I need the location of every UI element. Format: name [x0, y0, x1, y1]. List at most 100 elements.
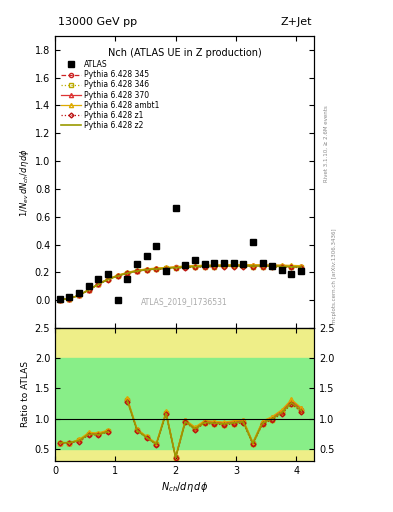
ATLAS — [222, 260, 226, 266]
Legend: ATLAS, Pythia 6.428 345, Pythia 6.428 346, Pythia 6.428 370, Pythia 6.428 ambt1,: ATLAS, Pythia 6.428 345, Pythia 6.428 34… — [61, 60, 159, 130]
Pythia 6.428 ambt1 — [173, 264, 178, 270]
Pythia 6.428 z1 — [260, 264, 265, 270]
Pythia 6.428 345 — [183, 264, 188, 270]
Text: ATLAS_2019_I1736531: ATLAS_2019_I1736531 — [141, 297, 228, 306]
Pythia 6.428 345 — [270, 263, 275, 269]
Pythia 6.428 z1 — [173, 265, 178, 271]
Pythia 6.428 z1 — [289, 264, 294, 270]
Pythia 6.428 z2 — [222, 263, 226, 269]
Pythia 6.428 345 — [299, 264, 303, 270]
Pythia 6.428 ambt1 — [77, 292, 81, 298]
Pythia 6.428 346 — [96, 281, 101, 287]
Pythia 6.428 z2 — [125, 270, 130, 276]
Pythia 6.428 370 — [96, 281, 101, 287]
Pythia 6.428 z1 — [116, 273, 120, 279]
ATLAS — [57, 296, 62, 303]
Pythia 6.428 z1 — [77, 292, 81, 298]
Pythia 6.428 370 — [86, 287, 91, 293]
Pythia 6.428 z2 — [144, 267, 149, 273]
Pythia 6.428 370 — [135, 267, 140, 273]
Pythia 6.428 ambt1 — [193, 263, 197, 269]
ATLAS — [270, 263, 275, 269]
Pythia 6.428 370 — [154, 265, 159, 271]
Pythia 6.428 345 — [135, 268, 140, 274]
Pythia 6.428 345 — [260, 263, 265, 269]
Pythia 6.428 ambt1 — [144, 266, 149, 272]
Pythia 6.428 346 — [202, 264, 207, 270]
ATLAS — [173, 205, 178, 211]
Pythia 6.428 z2 — [77, 292, 81, 298]
Pythia 6.428 345 — [222, 263, 226, 269]
Pythia 6.428 z1 — [250, 264, 255, 270]
Pythia 6.428 345 — [173, 264, 178, 270]
ATLAS — [183, 262, 188, 268]
Pythia 6.428 z1 — [231, 264, 236, 270]
Pythia 6.428 370 — [163, 265, 168, 271]
Pythia 6.428 z2 — [260, 263, 265, 269]
Pythia 6.428 346 — [279, 264, 284, 270]
Pythia 6.428 z2 — [270, 263, 275, 269]
Pythia 6.428 345 — [250, 263, 255, 269]
Pythia 6.428 346 — [299, 264, 303, 270]
ATLAS — [86, 283, 91, 289]
Pythia 6.428 z1 — [222, 264, 226, 270]
Line: Pythia 6.428 z2: Pythia 6.428 z2 — [60, 266, 301, 300]
Bar — [55, 358, 314, 449]
Pythia 6.428 370 — [289, 263, 294, 269]
Pythia 6.428 z2 — [154, 266, 159, 272]
Y-axis label: Ratio to ATLAS: Ratio to ATLAS — [22, 361, 31, 428]
Pythia 6.428 z2 — [173, 265, 178, 271]
ATLAS — [250, 239, 255, 245]
ATLAS — [241, 261, 246, 267]
Pythia 6.428 370 — [125, 269, 130, 275]
Pythia 6.428 z1 — [202, 264, 207, 270]
Pythia 6.428 346 — [163, 265, 168, 271]
Pythia 6.428 ambt1 — [67, 295, 72, 302]
ATLAS — [212, 260, 217, 266]
Pythia 6.428 370 — [106, 276, 110, 282]
Pythia 6.428 345 — [96, 281, 101, 287]
ATLAS — [116, 297, 120, 303]
Pythia 6.428 z2 — [250, 263, 255, 269]
ATLAS — [154, 243, 159, 249]
Text: 13000 GeV pp: 13000 GeV pp — [58, 17, 137, 27]
Pythia 6.428 370 — [222, 262, 226, 268]
ATLAS — [260, 260, 265, 266]
Pythia 6.428 346 — [241, 263, 246, 269]
Pythia 6.428 z2 — [231, 263, 236, 269]
ATLAS — [125, 276, 130, 283]
Pythia 6.428 346 — [193, 264, 197, 270]
Line: ATLAS: ATLAS — [57, 206, 304, 303]
Pythia 6.428 ambt1 — [183, 263, 188, 269]
Pythia 6.428 346 — [270, 264, 275, 270]
Pythia 6.428 z2 — [241, 263, 246, 269]
ATLAS — [77, 289, 81, 295]
Pythia 6.428 346 — [222, 263, 226, 269]
Pythia 6.428 z2 — [212, 263, 217, 269]
Pythia 6.428 z1 — [163, 266, 168, 272]
Pythia 6.428 370 — [212, 262, 217, 268]
Pythia 6.428 z2 — [106, 276, 110, 283]
Pythia 6.428 z1 — [212, 264, 217, 270]
Pythia 6.428 ambt1 — [202, 262, 207, 268]
Pythia 6.428 z1 — [193, 264, 197, 270]
ATLAS — [144, 252, 149, 259]
Pythia 6.428 ambt1 — [231, 262, 236, 268]
Pythia 6.428 346 — [135, 268, 140, 274]
Pythia 6.428 z2 — [183, 264, 188, 270]
Pythia 6.428 ambt1 — [222, 262, 226, 268]
ATLAS — [193, 257, 197, 263]
Pythia 6.428 ambt1 — [116, 272, 120, 278]
Pythia 6.428 345 — [193, 264, 197, 270]
Pythia 6.428 370 — [270, 262, 275, 268]
Pythia 6.428 z1 — [135, 268, 140, 274]
Pythia 6.428 z1 — [96, 282, 101, 288]
Pythia 6.428 ambt1 — [241, 262, 246, 268]
Pythia 6.428 346 — [231, 263, 236, 269]
Text: mcplots.cern.ch [arXiv:1306.3436]: mcplots.cern.ch [arXiv:1306.3436] — [332, 229, 337, 324]
Pythia 6.428 z2 — [163, 265, 168, 271]
Pythia 6.428 ambt1 — [57, 296, 62, 303]
Pythia 6.428 346 — [183, 264, 188, 270]
Pythia 6.428 345 — [231, 263, 236, 269]
Pythia 6.428 346 — [260, 264, 265, 270]
